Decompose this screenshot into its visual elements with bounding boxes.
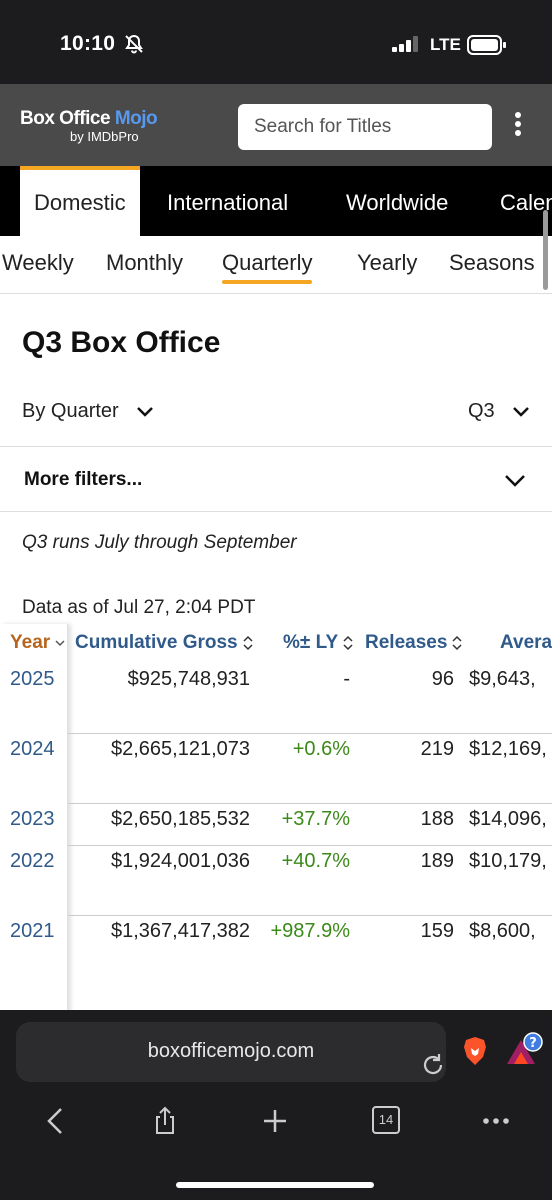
tab-weekly[interactable]: Weekly bbox=[2, 250, 74, 275]
home-indicator bbox=[176, 1182, 374, 1188]
tab-domestic[interactable]: Domestic bbox=[20, 166, 140, 236]
tab-monthly[interactable]: Monthly bbox=[106, 250, 184, 275]
bell-slash-icon bbox=[125, 34, 143, 54]
row-releases: 188 bbox=[420, 808, 454, 830]
sort-icon bbox=[243, 635, 253, 651]
svg-text:?: ? bbox=[529, 1036, 537, 1051]
tab-international[interactable]: International bbox=[167, 190, 289, 215]
main-content: Q3 Box Office By Quarter Q3 More filters… bbox=[0, 294, 552, 1010]
more-menu-icon[interactable] bbox=[510, 110, 526, 140]
status-time: 10:10 bbox=[60, 32, 116, 55]
row-releases: 96 bbox=[431, 668, 454, 690]
row-year-link[interactable]: 2021 bbox=[10, 920, 55, 942]
row-change: +37.7% bbox=[281, 808, 350, 830]
site-header: Box Office Mojo by IMDbPro Search for Ti… bbox=[0, 84, 552, 166]
row-change: - bbox=[343, 668, 350, 690]
tabs-count-button[interactable]: 14 bbox=[372, 1106, 400, 1134]
logo-mojo-text: Mojo bbox=[114, 108, 158, 129]
period-tabs: Weekly Monthly Quarterly Yearly Seasons bbox=[0, 236, 552, 294]
row-average: $9,643, bbox=[469, 668, 536, 690]
browser-toolbar: boxofficemojo.com ? 14 bbox=[0, 1010, 552, 1200]
region-tabs: Domestic International Worldwide Calenda… bbox=[0, 166, 552, 236]
sticky-year-column bbox=[0, 624, 68, 1010]
brave-shield-icon[interactable] bbox=[462, 1036, 488, 1066]
row-gross: $1,924,001,036 bbox=[110, 850, 250, 872]
quarter-label: Q3 bbox=[468, 400, 495, 422]
new-tab-icon[interactable] bbox=[261, 1106, 289, 1136]
row-average: $8,600, bbox=[469, 920, 536, 942]
row-average: $10,179, bbox=[469, 850, 547, 872]
network-type: LTE bbox=[430, 35, 461, 54]
share-icon[interactable] bbox=[151, 1106, 179, 1136]
sort-icon bbox=[452, 635, 462, 651]
row-gross: $925,748,931 bbox=[127, 668, 250, 690]
box-office-mojo-logo[interactable]: Box Office Mojo by IMDbPro bbox=[20, 108, 158, 144]
quarter-type-label: By Quarter bbox=[22, 400, 119, 422]
row-change: +987.9% bbox=[270, 920, 350, 942]
bat-rewards-icon[interactable]: ? bbox=[505, 1032, 545, 1066]
column-header-gross[interactable]: Cumulative Gross bbox=[75, 632, 254, 654]
search-input[interactable]: Search for Titles bbox=[238, 104, 492, 150]
chevron-down-icon[interactable] bbox=[504, 474, 526, 488]
row-releases: 159 bbox=[420, 920, 454, 942]
row-change: +40.7% bbox=[281, 850, 350, 872]
row-gross: $1,367,417,382 bbox=[110, 920, 250, 942]
column-header-gross-label: Cumulative Gross bbox=[75, 632, 238, 653]
url-text: boxofficemojo.com bbox=[147, 1040, 315, 1062]
row-change: +0.6% bbox=[292, 738, 350, 760]
column-header-releases-label: Releases bbox=[365, 632, 448, 653]
quarter-type-select[interactable]: By Quarter bbox=[22, 400, 154, 423]
back-icon[interactable] bbox=[42, 1106, 70, 1136]
row-average: $12,169, bbox=[469, 738, 547, 760]
row-year-link[interactable]: 2023 bbox=[10, 808, 55, 830]
divider bbox=[0, 511, 552, 512]
row-divider bbox=[68, 803, 552, 804]
sort-desc-icon bbox=[55, 640, 65, 647]
divider bbox=[0, 446, 552, 447]
tab-yearly[interactable]: Yearly bbox=[357, 250, 418, 275]
tab-seasons[interactable]: Seasons bbox=[449, 250, 535, 275]
reload-icon[interactable] bbox=[420, 1052, 446, 1078]
tab-worldwide[interactable]: Worldwide bbox=[346, 190, 449, 215]
cellular-signal-icon bbox=[392, 36, 418, 52]
quarter-select[interactable]: Q3 bbox=[468, 400, 530, 423]
tab-quarterly[interactable]: Quarterly bbox=[222, 250, 313, 284]
row-year-link[interactable]: 2022 bbox=[10, 850, 55, 872]
logo-subtitle: by IMDbPro bbox=[70, 129, 139, 144]
row-year-link[interactable]: 2024 bbox=[10, 738, 55, 760]
column-header-releases[interactable]: Releases bbox=[365, 632, 463, 654]
row-average: $14,096, bbox=[469, 808, 547, 830]
logo-text: Box Office bbox=[20, 108, 111, 129]
row-divider bbox=[68, 845, 552, 846]
battery-icon bbox=[467, 35, 506, 55]
row-releases: 189 bbox=[420, 850, 454, 872]
column-header-change[interactable]: %± LY bbox=[283, 632, 354, 654]
row-divider bbox=[68, 915, 552, 916]
data-timestamp: Data as of Jul 27, 2:04 PDT bbox=[22, 597, 256, 618]
chevron-down-icon bbox=[137, 406, 154, 417]
column-header-average[interactable]: Average bbox=[500, 632, 552, 653]
row-divider bbox=[68, 733, 552, 734]
row-gross: $2,650,185,532 bbox=[110, 808, 250, 830]
column-header-year[interactable]: Year bbox=[10, 632, 66, 654]
column-header-change-label: %± LY bbox=[283, 632, 339, 653]
more-filters-toggle[interactable]: More filters... bbox=[24, 469, 143, 490]
address-bar[interactable]: boxofficemojo.com bbox=[16, 1022, 446, 1082]
status-bar: 10:10 LTE bbox=[0, 0, 552, 84]
page-scrollbar[interactable] bbox=[543, 210, 548, 290]
row-year-link[interactable]: 2025 bbox=[10, 668, 55, 690]
column-header-year-label: Year bbox=[10, 632, 51, 653]
quarter-note: Q3 runs July through September bbox=[22, 532, 297, 553]
sort-icon bbox=[343, 635, 353, 651]
page-title: Q3 Box Office bbox=[22, 326, 221, 359]
chevron-down-icon bbox=[513, 406, 530, 417]
row-gross: $2,665,121,073 bbox=[110, 738, 250, 760]
more-options-icon[interactable] bbox=[482, 1106, 510, 1136]
row-releases: 219 bbox=[420, 738, 454, 760]
